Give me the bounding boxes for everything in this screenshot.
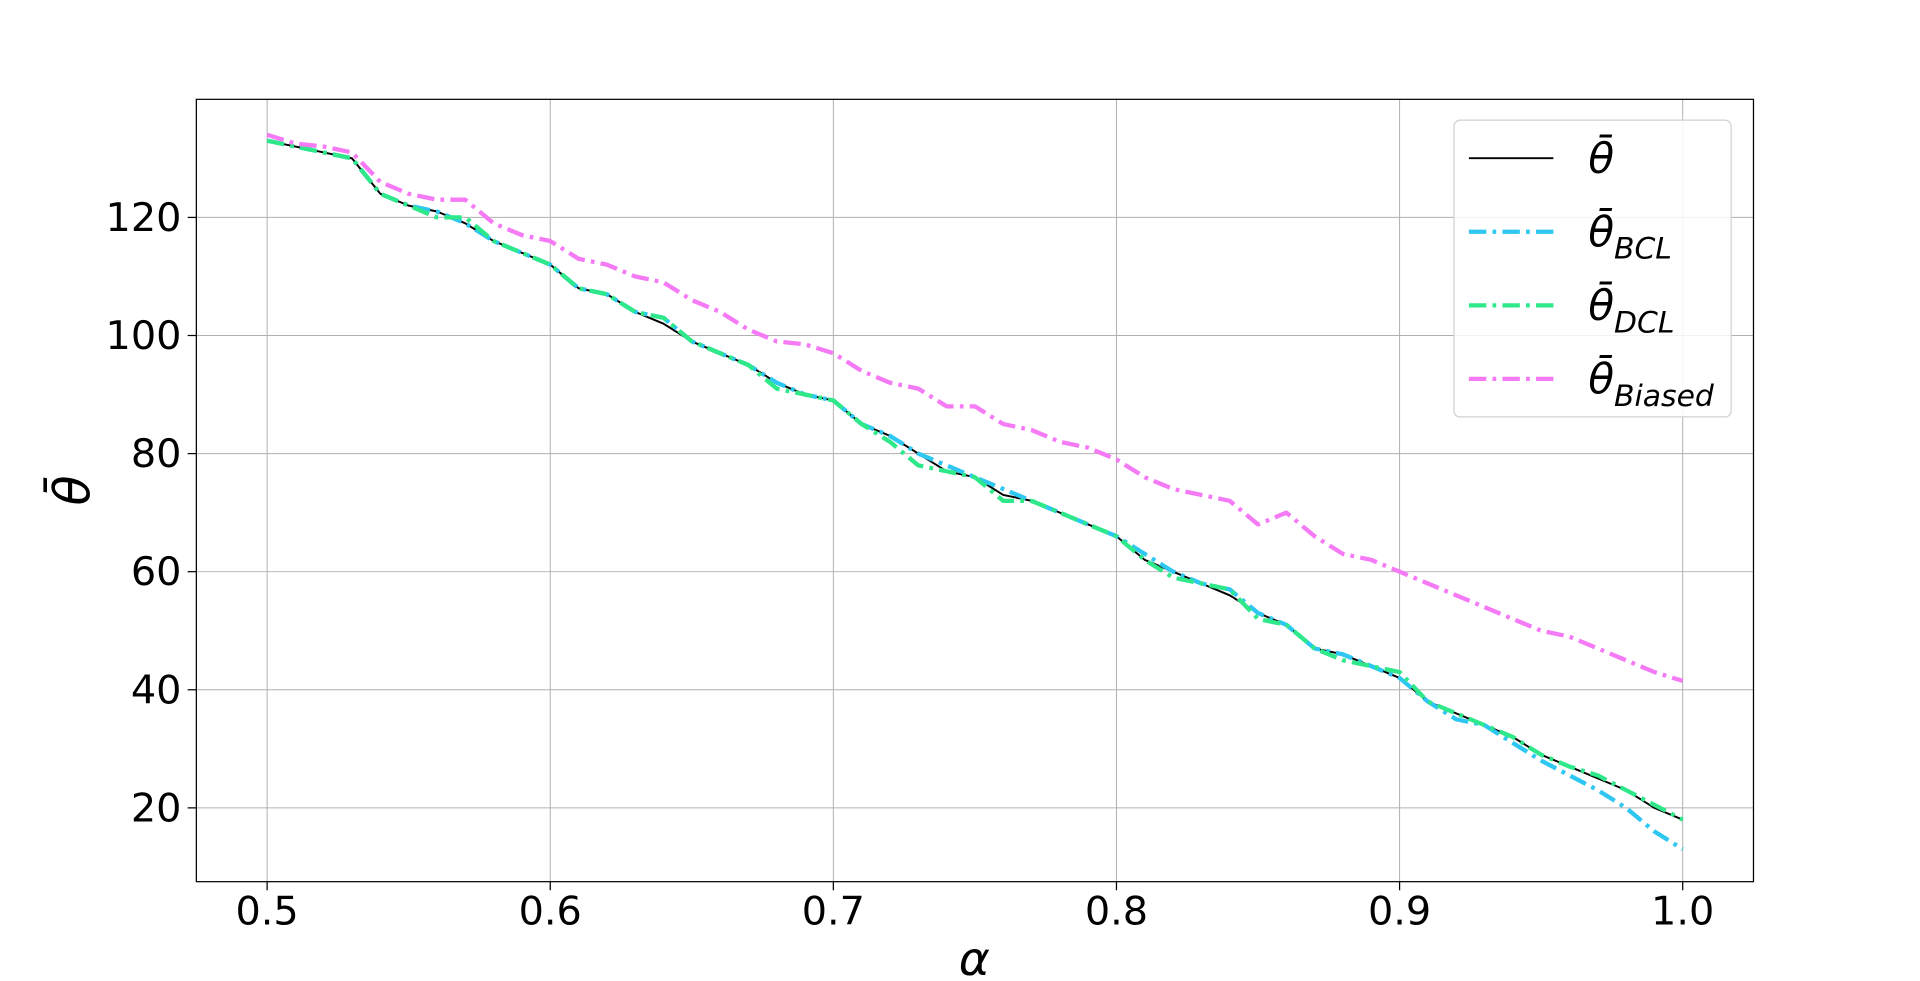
x-tick-label: 0.5	[236, 889, 299, 935]
legend-name: θ̄	[1588, 133, 1614, 183]
y-tick-label: 20	[131, 786, 182, 832]
legend-subscript: BCL	[1614, 232, 1672, 266]
x-tick-label: 0.6	[519, 889, 582, 935]
legend-subscript: DCL	[1614, 305, 1674, 339]
y-tick-label: 100	[106, 313, 182, 359]
legend-label: θ̄Biased	[1588, 353, 1714, 413]
legend-label: θ̄DCL	[1588, 280, 1674, 340]
legend-frame	[1453, 119, 1732, 418]
legend-subscript: Biased	[1614, 379, 1714, 413]
series-line	[266, 138, 1684, 822]
y-tick-label: 120	[106, 195, 182, 241]
x-tick-label: 0.7	[802, 889, 865, 935]
x-tick-label: 0.9	[1368, 889, 1431, 935]
x-axis-label: α	[959, 932, 990, 981]
legend-label: θ̄BCL	[1588, 206, 1672, 266]
y-tick-label: 40	[131, 668, 182, 714]
x-tick-label: 1.0	[1651, 889, 1714, 935]
legend-label: θ̄	[1588, 133, 1614, 183]
y-axis-label: θ̄	[42, 475, 101, 505]
series-line	[266, 132, 1684, 683]
legend-name: θ̄	[1588, 353, 1614, 403]
x-tick-label: 0.8	[1085, 889, 1148, 935]
legend-name: θ̄	[1588, 206, 1614, 256]
y-tick-label: 80	[131, 431, 182, 477]
legend-name: θ̄	[1588, 280, 1614, 330]
y-tick-label: 60	[131, 549, 182, 595]
plot-frame	[195, 98, 1755, 883]
